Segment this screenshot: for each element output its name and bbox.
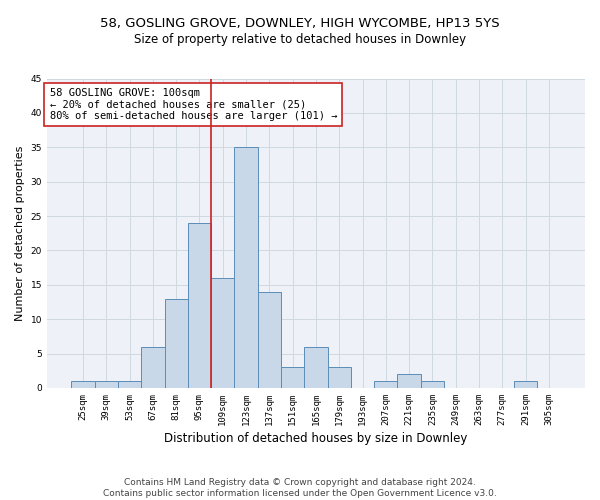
- Text: Contains HM Land Registry data © Crown copyright and database right 2024.
Contai: Contains HM Land Registry data © Crown c…: [103, 478, 497, 498]
- Bar: [141, 346, 164, 388]
- Bar: [281, 368, 304, 388]
- Bar: [514, 381, 537, 388]
- Bar: [328, 368, 351, 388]
- Y-axis label: Number of detached properties: Number of detached properties: [15, 146, 25, 321]
- Bar: [71, 381, 95, 388]
- Bar: [421, 381, 444, 388]
- Bar: [235, 148, 258, 388]
- Bar: [118, 381, 141, 388]
- X-axis label: Distribution of detached houses by size in Downley: Distribution of detached houses by size …: [164, 432, 467, 445]
- Bar: [374, 381, 397, 388]
- Bar: [211, 278, 235, 388]
- Bar: [188, 223, 211, 388]
- Text: Size of property relative to detached houses in Downley: Size of property relative to detached ho…: [134, 32, 466, 46]
- Text: 58 GOSLING GROVE: 100sqm
← 20% of detached houses are smaller (25)
80% of semi-d: 58 GOSLING GROVE: 100sqm ← 20% of detach…: [50, 88, 337, 121]
- Bar: [258, 292, 281, 388]
- Bar: [164, 298, 188, 388]
- Bar: [95, 381, 118, 388]
- Text: 58, GOSLING GROVE, DOWNLEY, HIGH WYCOMBE, HP13 5YS: 58, GOSLING GROVE, DOWNLEY, HIGH WYCOMBE…: [100, 18, 500, 30]
- Bar: [304, 346, 328, 388]
- Bar: [397, 374, 421, 388]
